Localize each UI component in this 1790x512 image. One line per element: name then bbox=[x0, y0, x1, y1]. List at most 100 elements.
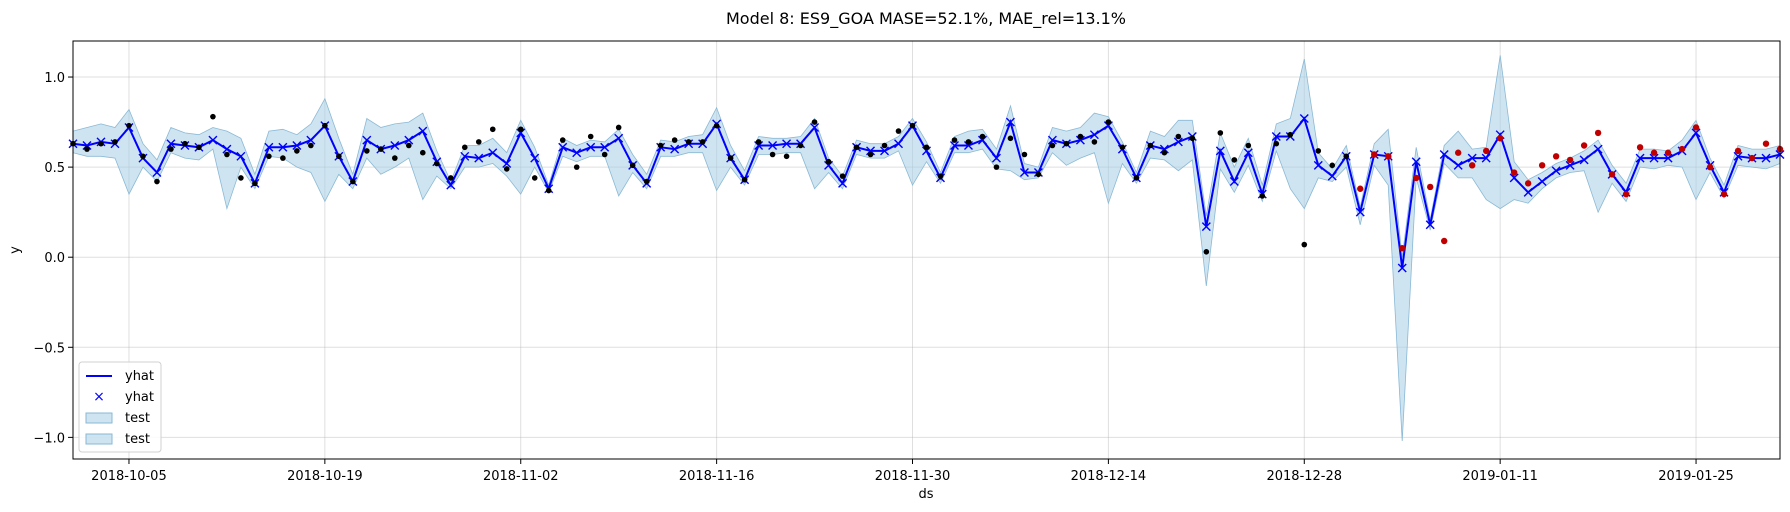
observed-point bbox=[769, 151, 776, 158]
yhat-marker bbox=[1663, 153, 1673, 163]
observed-point bbox=[1035, 171, 1042, 178]
test-point bbox=[1566, 156, 1574, 164]
observed-point bbox=[126, 122, 132, 129]
observed-point bbox=[252, 180, 258, 187]
observed-point bbox=[783, 153, 790, 160]
test-point bbox=[1440, 237, 1448, 245]
test-point bbox=[1678, 145, 1686, 153]
x-tick-label: 2018-12-28 bbox=[1266, 469, 1342, 484]
observed-point bbox=[615, 124, 622, 131]
yhat-marker bbox=[949, 141, 959, 150]
observed-point bbox=[280, 155, 286, 161]
yhat-marker bbox=[1047, 135, 1057, 145]
test-point bbox=[1720, 190, 1728, 198]
yhat-marker bbox=[1439, 150, 1449, 160]
yhat-marker bbox=[152, 168, 162, 178]
x-tick-label: 2018-10-05 bbox=[91, 469, 167, 484]
observed-point bbox=[294, 148, 300, 154]
observed-point bbox=[238, 175, 244, 181]
observed-point bbox=[475, 139, 482, 145]
yhat-marker bbox=[1299, 113, 1309, 123]
yhat-marker bbox=[1089, 130, 1099, 140]
y-axis: −1.0 −0.5 0.0 0.5 1.0 bbox=[33, 71, 73, 446]
observed-point bbox=[433, 160, 440, 167]
yhat-marker bbox=[1201, 222, 1211, 232]
y-tick-label: 1.0 bbox=[44, 71, 65, 86]
test-point bbox=[1748, 154, 1756, 162]
observed-point bbox=[1329, 162, 1336, 169]
test-point bbox=[1413, 174, 1420, 182]
observed-point bbox=[797, 142, 804, 149]
observed-point bbox=[839, 173, 846, 179]
yhat-marker bbox=[1565, 160, 1575, 170]
legend-marker-swatch: × bbox=[93, 389, 105, 405]
yhat-marker bbox=[1229, 177, 1239, 187]
observed-point bbox=[727, 155, 734, 161]
observed-point bbox=[392, 155, 398, 161]
observed-point bbox=[1161, 149, 1168, 156]
yhat-markers bbox=[68, 113, 1785, 273]
observed-point bbox=[1231, 157, 1238, 163]
legend-box bbox=[78, 361, 162, 453]
yhat-marker bbox=[488, 148, 498, 158]
yhat-marker bbox=[502, 159, 512, 169]
yhat-marker bbox=[1649, 153, 1659, 163]
test-point bbox=[1496, 135, 1504, 142]
observed-point bbox=[1105, 119, 1112, 125]
observed-point bbox=[601, 151, 608, 158]
observed-point bbox=[685, 139, 692, 145]
test-point bbox=[1510, 169, 1518, 176]
yhat-marker bbox=[278, 142, 288, 152]
y-tick-label: −1.0 bbox=[33, 431, 65, 446]
test-point bbox=[1692, 124, 1700, 131]
test-point bbox=[1552, 153, 1560, 160]
x-tick-label: 2018-12-14 bbox=[1071, 469, 1147, 484]
yhat-marker bbox=[404, 135, 414, 145]
legend-band-swatch-1 bbox=[85, 412, 113, 424]
yhat-marker bbox=[306, 135, 316, 145]
yhat-marker bbox=[82, 141, 92, 150]
test-point bbox=[1734, 147, 1742, 155]
observed-point bbox=[308, 142, 314, 149]
observed-point bbox=[1175, 133, 1182, 140]
test-point bbox=[1650, 149, 1658, 156]
yhat-marker bbox=[1593, 144, 1603, 154]
yhat-marker bbox=[390, 141, 400, 150]
observed-point bbox=[503, 166, 510, 172]
observed-point bbox=[168, 146, 174, 152]
observed-point bbox=[1203, 249, 1210, 255]
observed-point bbox=[741, 176, 748, 183]
observed-point bbox=[1259, 193, 1266, 199]
yhat-marker bbox=[824, 160, 834, 170]
x-axis-label: ds bbox=[918, 487, 933, 502]
x-axis: 2018-10-05 2018-10-19 2018-11-02 2018-11-16… bbox=[91, 459, 1734, 484]
observed-point bbox=[266, 153, 272, 160]
test-point bbox=[1524, 180, 1532, 187]
test-point bbox=[1385, 153, 1392, 160]
yhat-marker bbox=[460, 151, 470, 161]
legend-label-test-1: test bbox=[125, 411, 150, 426]
y-tick-label: 0.0 bbox=[44, 251, 65, 266]
y-tick-label: −0.5 bbox=[33, 341, 65, 356]
observed-point bbox=[1147, 142, 1154, 149]
x-tick-label: 2018-10-19 bbox=[287, 469, 363, 484]
observed-point bbox=[979, 133, 986, 140]
observed-point bbox=[671, 137, 678, 143]
yhat-marker bbox=[1551, 166, 1561, 176]
legend: yhat × yhat test test bbox=[78, 361, 162, 453]
test-point bbox=[1357, 185, 1364, 192]
observed-point bbox=[657, 142, 664, 149]
test-point bbox=[1427, 183, 1434, 191]
observed-point bbox=[1133, 175, 1140, 181]
observed-point bbox=[196, 144, 202, 151]
yhat-marker bbox=[446, 180, 456, 190]
yhat-marker bbox=[1159, 144, 1169, 154]
observed-point bbox=[1021, 151, 1028, 158]
observed-point bbox=[699, 139, 706, 145]
observed-point bbox=[322, 122, 328, 129]
x-tick-label: 2019-01-25 bbox=[1658, 469, 1734, 484]
yhat-marker bbox=[1635, 153, 1645, 163]
x-tick-label: 2018-11-16 bbox=[679, 469, 755, 484]
yhat-marker bbox=[1355, 207, 1365, 217]
yhat-marker bbox=[1243, 148, 1253, 158]
